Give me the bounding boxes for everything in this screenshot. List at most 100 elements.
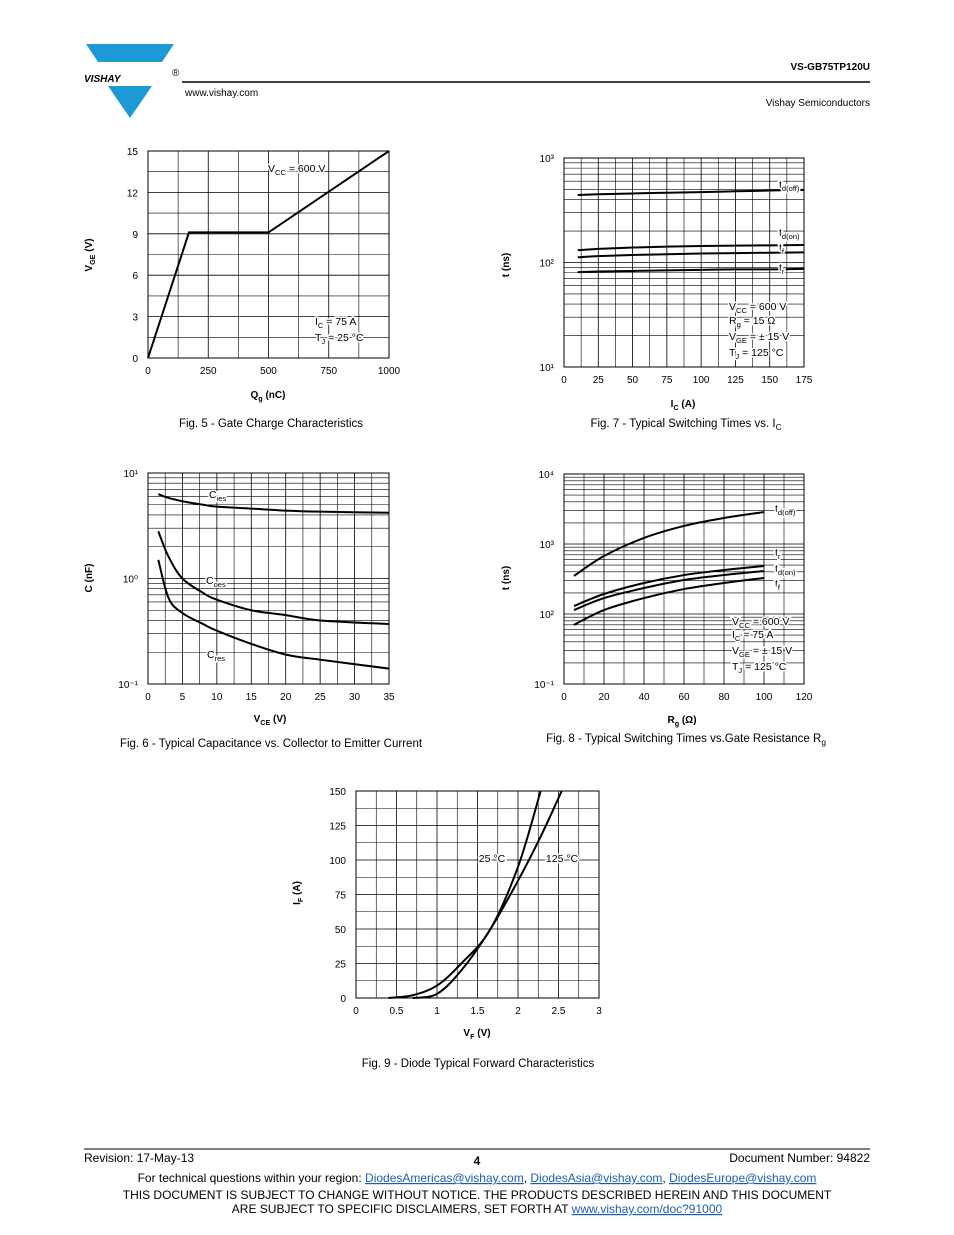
- series-line: [577, 244, 805, 252]
- y-axis-title: t (ns): [501, 253, 512, 277]
- series-label: Cies: [209, 489, 226, 503]
- x-tick-label: 2: [515, 1006, 521, 1017]
- text-part: d(on): [778, 568, 796, 577]
- x-tick-label: 2.5: [552, 1006, 566, 1017]
- y-tick-label: 10⁰: [123, 575, 138, 586]
- text-part: = 75 A: [740, 629, 773, 641]
- plot-frame: [355, 790, 600, 999]
- text-part: ,: [662, 1171, 669, 1185]
- plot-frame: [147, 472, 390, 685]
- text-part: (V): [84, 238, 95, 254]
- x-tick-label: 0: [145, 366, 151, 377]
- x-axis-title: VCE (V): [254, 714, 287, 727]
- x-tick-label: 25: [593, 375, 605, 386]
- series-line: [577, 251, 805, 259]
- text-part[interactable]: DiodesAmericas@vishay.com: [365, 1171, 524, 1185]
- text-part: = 15 Ω: [741, 315, 776, 327]
- y-tick-label: 100: [329, 856, 346, 867]
- figure-caption: Fig. 8 - Typical Switching Times vs.Gate…: [546, 733, 826, 747]
- logo-mark: ®: [172, 68, 180, 79]
- plot-frame: [563, 473, 805, 685]
- text-part: J: [321, 337, 325, 346]
- x-tick-label: 25: [315, 692, 327, 703]
- x-tick-label: 500: [260, 366, 277, 377]
- text-part[interactable]: DiodesAsia@vishay.com: [530, 1171, 662, 1185]
- text-part: C: [735, 634, 741, 643]
- text-part: r: [778, 552, 781, 561]
- text-part: T: [729, 347, 736, 359]
- text-part: V: [732, 616, 739, 628]
- text-part: Q: [251, 390, 259, 401]
- series-line: [412, 790, 563, 999]
- text-part: = 600 V: [750, 616, 789, 628]
- y-tick-label: 10⁻¹: [118, 680, 138, 691]
- text-part: J: [735, 352, 739, 361]
- y-tick-label: 15: [127, 147, 139, 158]
- text-part: t: [779, 262, 782, 274]
- x-tick-label: 0: [561, 375, 567, 386]
- y-tick-label: 9: [132, 230, 138, 241]
- x-tick-label: 0: [145, 692, 151, 703]
- text-part: F: [296, 897, 305, 902]
- text-part: = 125 °C: [739, 347, 784, 359]
- figure-caption: Fig. 7 - Typical Switching Times vs. IC: [590, 418, 781, 432]
- y-axis-title: C (nF): [84, 564, 95, 593]
- x-tick-label: 40: [638, 692, 650, 703]
- text-part: V: [463, 1028, 470, 1039]
- x-tick-label: 250: [200, 366, 217, 377]
- series-label: td(off): [779, 179, 800, 193]
- series-line: [573, 570, 765, 611]
- y-tick-label: 10²: [540, 259, 555, 270]
- x-axis-title: IC (A): [671, 399, 696, 412]
- text-part: = 600 V: [286, 163, 325, 175]
- text-part: Fig. 8 - Typical Switching Times vs.Gate…: [546, 733, 821, 745]
- x-tick-label: 30: [349, 692, 361, 703]
- series-label: tr: [779, 262, 785, 276]
- annotation: IC = 75 A: [732, 629, 773, 643]
- series-label: Cres: [207, 649, 225, 663]
- website-link[interactable]: www.vishay.com: [184, 88, 258, 99]
- text-part: oes: [214, 580, 226, 589]
- y-tick-label: 25: [335, 960, 347, 971]
- series-line: [573, 576, 765, 626]
- annotation: VCC = 600 V: [268, 163, 325, 177]
- series-label: td(on): [779, 227, 800, 241]
- x-tick-label: 0: [353, 1006, 359, 1017]
- annotation: TJ = 125 °C: [732, 661, 787, 675]
- y-axis-title: IF (A): [292, 881, 305, 905]
- text-part[interactable]: DiodesEurope@vishay.com: [669, 1171, 816, 1185]
- text-part: d(on): [782, 232, 800, 241]
- series-line: [573, 565, 765, 607]
- text-part: g: [821, 738, 826, 747]
- series-line: [157, 559, 390, 670]
- x-tick-label: 50: [627, 375, 639, 386]
- y-tick-label: 50: [335, 925, 347, 936]
- text-part: ies: [217, 494, 227, 503]
- series-line: [147, 150, 390, 359]
- x-axis-title: Rg (Ω): [667, 715, 696, 728]
- text-part: g: [737, 320, 741, 329]
- text-part: (V): [474, 1028, 490, 1039]
- y-tick-label: 10³: [540, 540, 555, 551]
- text-part: I: [315, 316, 318, 328]
- series-line: [157, 493, 390, 514]
- y-tick-label: 6: [132, 271, 138, 282]
- y-tick-label: 150: [329, 787, 346, 798]
- text-part[interactable]: www.vishay.com/doc?91000: [571, 1202, 723, 1216]
- text-part: R: [729, 315, 737, 327]
- revision: Revision: 17-May-13: [84, 1151, 194, 1165]
- text-part: GE: [736, 336, 747, 345]
- text-part: r: [782, 267, 785, 276]
- annotation: VGE = ± 15 V: [732, 645, 792, 659]
- x-tick-label: 1000: [378, 366, 401, 377]
- y-tick-label: 3: [132, 313, 138, 324]
- text-part: F: [470, 1032, 475, 1041]
- series-label: td(on): [775, 563, 796, 577]
- disclaimer: ARE SUBJECT TO SPECIFIC DISCLAIMERS, SET…: [232, 1202, 723, 1216]
- text-part: I: [292, 902, 303, 905]
- series-line: [388, 790, 542, 999]
- text-part: f: [778, 583, 781, 592]
- document-number: Document Number: 94822: [729, 1151, 870, 1165]
- y-axis-title: t (ns): [501, 566, 512, 590]
- text-part: GE: [739, 650, 750, 659]
